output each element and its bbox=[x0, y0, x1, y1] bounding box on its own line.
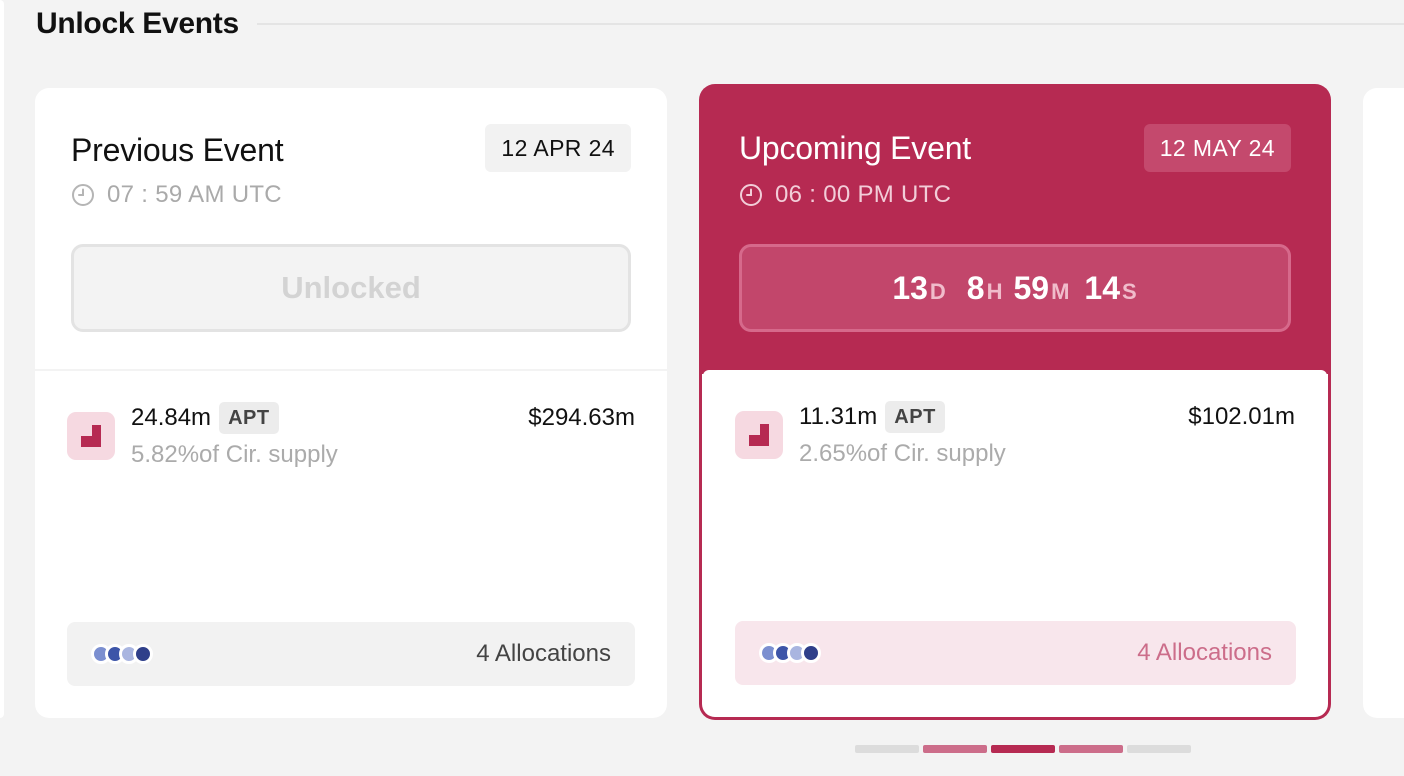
upcoming-event-time-text: 06 : 00 PM UTC bbox=[775, 181, 952, 208]
allocations-button[interactable]: 4 Allocations bbox=[735, 621, 1296, 685]
clock-icon bbox=[72, 184, 94, 206]
countdown-seconds-value: 14 bbox=[1084, 269, 1120, 306]
countdown-hours: 8 H bbox=[967, 270, 1004, 307]
token-symbol-badge: APT bbox=[885, 401, 945, 433]
circulating-supply-percent: 2.65%of Cir. supply bbox=[799, 440, 1006, 467]
countdown-days-value: 13 bbox=[892, 269, 928, 306]
previous-event-title: Previous Event bbox=[71, 132, 284, 168]
countdown-days: 13 D bbox=[892, 270, 946, 307]
countdown-seconds-unit: S bbox=[1122, 278, 1138, 304]
countdown-timer: 13 D 8 H 59 M 14 S bbox=[739, 244, 1291, 332]
token-amount-row: 24.84m APT bbox=[131, 402, 279, 434]
upcoming-event-title: Upcoming Event bbox=[739, 130, 971, 166]
upcoming-event-date: 12 MAY 24 bbox=[1143, 124, 1291, 172]
section-title: Unlock Events bbox=[36, 7, 239, 40]
countdown-minutes: 59 M bbox=[1013, 270, 1070, 307]
usd-value: $102.01m bbox=[1188, 403, 1295, 430]
aptos-token-icon bbox=[735, 411, 783, 459]
pager-segment-active[interactable] bbox=[991, 745, 1055, 753]
previous-event-header: Previous Event 12 APR 24 07 : 59 AM UTC … bbox=[35, 88, 667, 369]
token-amount: 11.31m bbox=[799, 403, 878, 430]
countdown-hours-unit: H bbox=[986, 278, 1004, 304]
countdown-days-unit: D bbox=[929, 278, 947, 304]
pager-segment[interactable] bbox=[1127, 745, 1191, 753]
circulating-supply-percent: 5.82%of Cir. supply bbox=[131, 441, 338, 468]
pager-segment[interactable] bbox=[855, 745, 919, 753]
pager-segment[interactable] bbox=[923, 745, 987, 753]
countdown-minutes-unit: M bbox=[1051, 278, 1071, 304]
upcoming-event-details: 11.31m APT 2.65%of Cir. supply $102.01m … bbox=[699, 370, 1331, 720]
countdown-seconds: 14 S bbox=[1084, 270, 1137, 307]
allocation-avatars bbox=[759, 643, 821, 663]
usd-value: $294.63m bbox=[528, 404, 635, 431]
upcoming-event-time: 06 : 00 PM UTC bbox=[739, 181, 951, 209]
clock-icon bbox=[740, 184, 762, 206]
previous-card-edge bbox=[0, 0, 4, 718]
previous-event-date: 12 APR 24 bbox=[485, 124, 631, 172]
allocation-avatars bbox=[91, 644, 153, 664]
token-symbol-badge: APT bbox=[219, 402, 279, 434]
aptos-token-icon bbox=[67, 412, 115, 460]
allocations-label: 4 Allocations bbox=[476, 640, 611, 667]
allocation-dot bbox=[133, 644, 153, 664]
carousel-pager bbox=[855, 745, 1191, 753]
token-glyph bbox=[81, 425, 101, 447]
countdown-hours-value: 8 bbox=[966, 269, 985, 306]
upcoming-event-card[interactable]: Upcoming Event 12 MAY 24 06 : 00 PM UTC … bbox=[699, 84, 1331, 720]
upcoming-event-header: Upcoming Event 12 MAY 24 06 : 00 PM UTC … bbox=[699, 84, 1331, 370]
unlocked-status-button[interactable]: Unlocked bbox=[71, 244, 631, 332]
allocations-label: 4 Allocations bbox=[1137, 639, 1272, 666]
previous-event-time-text: 07 : 59 AM UTC bbox=[107, 181, 282, 208]
pager-segment[interactable] bbox=[1059, 745, 1123, 753]
previous-event-time: 07 : 59 AM UTC bbox=[71, 181, 282, 209]
allocation-dot bbox=[801, 643, 821, 663]
next-event-card-peek[interactable] bbox=[1363, 88, 1404, 718]
token-glyph bbox=[749, 424, 769, 446]
allocations-button[interactable]: 4 Allocations bbox=[67, 622, 635, 686]
previous-event-card[interactable]: Previous Event 12 APR 24 07 : 59 AM UTC … bbox=[35, 88, 667, 718]
token-amount: 24.84m bbox=[131, 404, 212, 431]
section-header: Unlock Events bbox=[36, 4, 1404, 44]
token-amount-row: 11.31m APT bbox=[799, 401, 945, 433]
previous-event-details: 24.84m APT 5.82%of Cir. supply $294.63m … bbox=[35, 371, 667, 718]
section-divider bbox=[256, 23, 1404, 25]
countdown-minutes-value: 59 bbox=[1013, 269, 1050, 306]
